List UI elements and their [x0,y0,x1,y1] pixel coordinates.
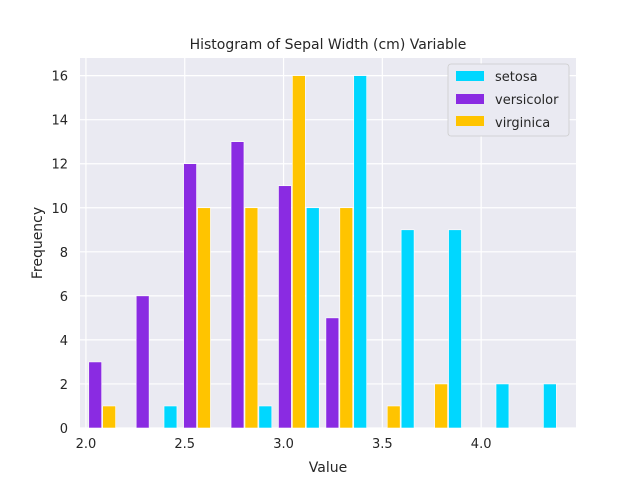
y-tick-label: 6 [60,290,68,305]
bar-versicolor [230,141,245,429]
x-tick-label: 3.5 [372,437,393,452]
bar-setosa [400,229,415,429]
bar-versicolor [135,295,150,429]
bar-setosa [305,207,320,429]
bar-virginica [244,207,259,429]
y-tick-label: 8 [60,246,68,261]
bar-setosa [543,383,557,429]
y-tick-labels: 0 2 4 6 8 10 12 14 16 [51,70,68,437]
bar-setosa [353,75,367,429]
bar-virginica [434,383,448,429]
chart-title: Histogram of Sepal Width (cm) Variable [190,37,467,53]
y-tick-label: 4 [60,334,68,349]
bars [88,75,557,429]
legend-label-versicolor: versicolor [495,93,559,108]
legend-label-virginica: virginica [495,116,550,131]
y-tick-label: 0 [60,422,68,437]
bar-virginica [386,405,401,429]
bar-versicolor [325,317,340,429]
y-tick-label: 16 [51,70,68,85]
x-tick-label: 2.0 [76,437,97,452]
y-tick-label: 14 [51,114,68,129]
legend-swatch-versicolor [456,94,484,104]
bar-setosa [163,405,178,429]
bar-versicolor [278,185,292,429]
x-tick-label: 2.5 [174,437,195,452]
bar-virginica [339,207,354,429]
x-tick-labels: 2.0 2.5 3.0 3.5 4.0 [76,437,492,452]
bar-setosa [495,383,510,429]
y-tick-label: 12 [51,158,68,173]
legend-swatch-virginica [456,116,484,126]
y-tick-label: 2 [60,378,68,393]
legend-label-setosa: setosa [495,70,538,85]
bar-versicolor [183,163,197,429]
bar-setosa [258,405,273,429]
x-axis-label: Value [309,460,347,476]
x-tick-label: 3.0 [273,437,294,452]
y-axis-label: Frequency [30,207,46,279]
x-tick-label: 4.0 [471,437,492,452]
bar-virginica [292,75,306,429]
legend-swatch-setosa [456,71,484,81]
y-tick-label: 10 [51,202,68,217]
bar-virginica [197,207,211,429]
legend: setosa versicolor virginica [447,63,570,137]
bar-setosa [448,229,462,429]
bar-versicolor [88,361,102,429]
bar-virginica [102,405,116,429]
